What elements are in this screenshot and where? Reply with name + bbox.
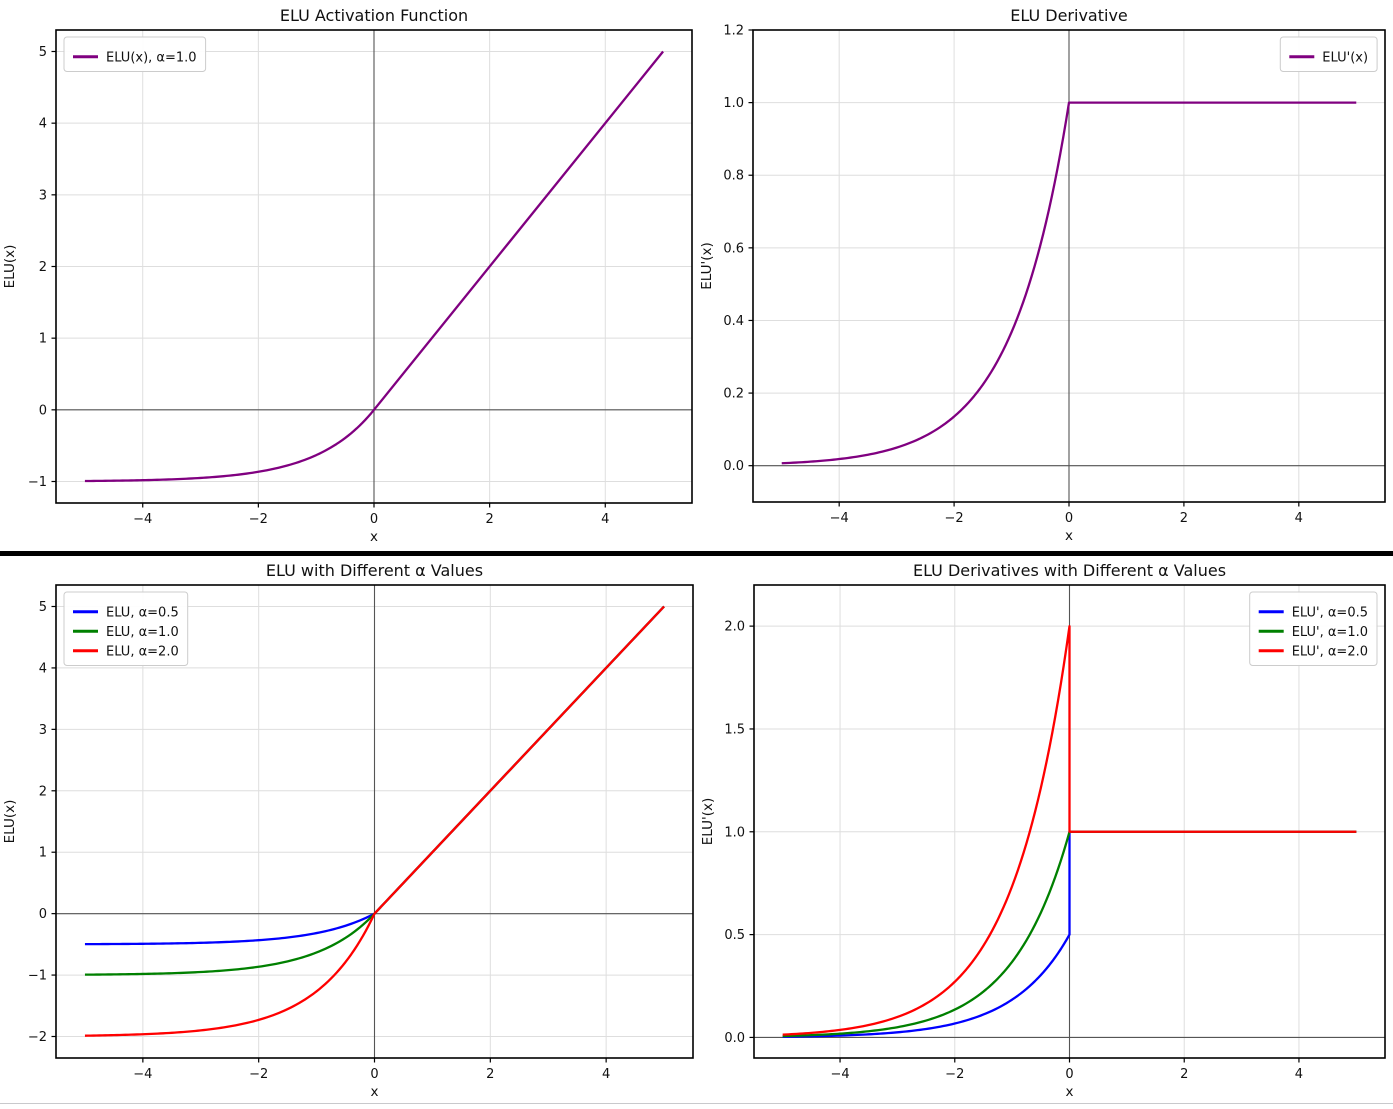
legend-label: ELU, α=0.5 bbox=[106, 605, 179, 620]
y-axis-label: ELU'(x) bbox=[699, 242, 715, 290]
chart-title: ELU Derivative bbox=[1010, 6, 1128, 25]
series-line-elu-0-5 bbox=[84, 605, 665, 946]
y-tick-label: 1.2 bbox=[723, 24, 744, 39]
series-line-elu-1-0 bbox=[782, 830, 1357, 1038]
series-line-elu-1-0 bbox=[84, 605, 665, 976]
y-tick-label: 3 bbox=[39, 188, 47, 203]
figure-separator-bar bbox=[0, 551, 1393, 556]
y-tick-label: 1 bbox=[39, 846, 47, 861]
panel-elu-with-different-values: −4 −2 0 2 4 −2 −1 0 1 2 3 4 5 ELU with Different α Va… bbox=[2, 561, 694, 1100]
legend: ELU, α=0.5 ELU, α=1.0 ELU, α=2.0 bbox=[63, 591, 189, 666]
y-tick-label: 4 bbox=[39, 661, 47, 676]
y-axis-label: ELU(x) bbox=[2, 245, 18, 289]
x-tick-label: 4 bbox=[602, 1067, 610, 1082]
legend-label: ELU'(x) bbox=[1322, 50, 1368, 65]
legend-label: ELU', α=2.0 bbox=[1292, 644, 1368, 659]
series-line-elu-x-1-0 bbox=[84, 50, 664, 483]
series-line-elu-2-0 bbox=[782, 624, 1357, 1036]
y-tick-label: 2 bbox=[39, 784, 47, 799]
legend-label: ELU, α=2.0 bbox=[106, 644, 179, 659]
x-tick-label: −2 bbox=[249, 512, 268, 527]
y-tick-label: 5 bbox=[39, 600, 47, 615]
x-tick-label: −2 bbox=[945, 511, 964, 526]
figure-bottom-row: −4 −2 0 2 4 −2 −1 0 1 2 3 4 5 ELU with Different α Va… bbox=[0, 556, 1393, 1103]
figure-bottom-canvas: −4 −2 0 2 4 −2 −1 0 1 2 3 4 5 ELU with Different α Va… bbox=[2, 561, 1386, 1100]
chart-title: ELU with Different α Values bbox=[266, 561, 483, 580]
x-tick-label: 4 bbox=[1295, 1067, 1303, 1082]
legend: ELU', α=0.5 ELU', α=1.0 ELU', α=2.0 bbox=[1249, 591, 1378, 666]
x-tick-label: −4 bbox=[830, 1067, 849, 1082]
y-tick-label: 2.0 bbox=[724, 620, 745, 635]
y-tick-label: 2 bbox=[39, 260, 47, 275]
panel-elu-derivatives-with-different-values: −4 −2 0 2 4 0.0 0.5 1.0 1.5 2.0 ELU Derivatives wi… bbox=[700, 561, 1386, 1100]
x-tick-label: 0 bbox=[1065, 1067, 1073, 1082]
y-tick-label: 5 bbox=[39, 45, 47, 60]
x-tick-label: −2 bbox=[249, 1067, 268, 1082]
x-tick-label: 0 bbox=[370, 1067, 378, 1082]
y-tick-label: 0 bbox=[39, 907, 47, 922]
x-tick-label: 2 bbox=[485, 512, 493, 527]
y-axis-label: ELU(x) bbox=[2, 800, 18, 844]
x-tick-label: −2 bbox=[945, 1067, 964, 1082]
series-line-elu-x bbox=[781, 101, 1357, 465]
y-tick-label: 0.0 bbox=[723, 459, 744, 474]
figure-top-canvas: −4 −2 0 2 4 −1 0 1 2 3 4 5 ELU Activation Function x E… bbox=[2, 6, 1386, 545]
y-tick-label: 1.0 bbox=[723, 96, 744, 111]
x-axis-label: x bbox=[1066, 1084, 1074, 1100]
x-tick-label: 2 bbox=[1180, 511, 1188, 526]
x-tick-label: −4 bbox=[830, 511, 849, 526]
panel-elu-activation-function: −4 −2 0 2 4 −1 0 1 2 3 4 5 ELU Activation Function x E… bbox=[2, 6, 693, 545]
x-tick-label: −4 bbox=[133, 512, 152, 527]
x-tick-label: 2 bbox=[1180, 1067, 1188, 1082]
y-tick-label: 0.5 bbox=[724, 928, 745, 943]
series-line-elu-2-0 bbox=[84, 605, 665, 1037]
panel-elu-derivative: −4 −2 0 2 4 0.0 0.2 0.4 0.6 0.8 1.0 1.2 ELU Derivati… bbox=[699, 6, 1386, 544]
legend-label: ELU(x), α=1.0 bbox=[106, 50, 197, 65]
x-tick-label: 0 bbox=[370, 512, 378, 527]
series-line-elu-0-5 bbox=[782, 830, 1357, 1038]
y-tick-label: −2 bbox=[28, 1030, 47, 1045]
x-tick-label: −4 bbox=[133, 1067, 152, 1082]
chart-title: ELU Derivatives with Different α Values bbox=[913, 561, 1226, 580]
legend-box bbox=[1279, 36, 1378, 72]
x-tick-label: 4 bbox=[601, 512, 609, 527]
y-tick-label: 0.4 bbox=[723, 314, 744, 329]
y-tick-label: 0.0 bbox=[724, 1031, 745, 1046]
bottom-rule-line bbox=[0, 1103, 1393, 1104]
x-axis-label: x bbox=[371, 1084, 379, 1100]
y-tick-label: 0.2 bbox=[723, 387, 744, 402]
figure-top-row: −4 −2 0 2 4 −1 0 1 2 3 4 5 ELU Activation Function x E… bbox=[0, 0, 1393, 551]
legend-label: ELU', α=1.0 bbox=[1292, 625, 1368, 640]
x-axis-label: x bbox=[370, 529, 378, 545]
y-tick-label: 0.6 bbox=[723, 241, 744, 256]
y-tick-label: 1.5 bbox=[724, 722, 745, 737]
y-tick-label: 0 bbox=[39, 403, 47, 418]
chart-title: ELU Activation Function bbox=[280, 6, 468, 25]
y-tick-label: 1 bbox=[39, 332, 47, 347]
y-tick-label: 4 bbox=[39, 117, 47, 132]
x-tick-label: 2 bbox=[486, 1067, 494, 1082]
y-tick-label: −1 bbox=[28, 969, 47, 984]
legend-label: ELU', α=0.5 bbox=[1292, 605, 1368, 620]
legend: ELU(x), α=1.0 bbox=[63, 36, 207, 72]
y-tick-label: −1 bbox=[28, 475, 47, 490]
y-axis-label: ELU'(x) bbox=[700, 798, 716, 846]
y-tick-label: 3 bbox=[39, 723, 47, 738]
y-tick-label: 0.8 bbox=[723, 169, 744, 184]
x-axis-label: x bbox=[1065, 528, 1073, 544]
x-tick-label: 0 bbox=[1065, 511, 1073, 526]
x-tick-label: 4 bbox=[1295, 511, 1303, 526]
legend-box bbox=[63, 36, 207, 72]
legend-label: ELU, α=1.0 bbox=[106, 625, 179, 640]
y-tick-label: 1.0 bbox=[724, 825, 745, 840]
legend: ELU'(x) bbox=[1279, 36, 1378, 72]
